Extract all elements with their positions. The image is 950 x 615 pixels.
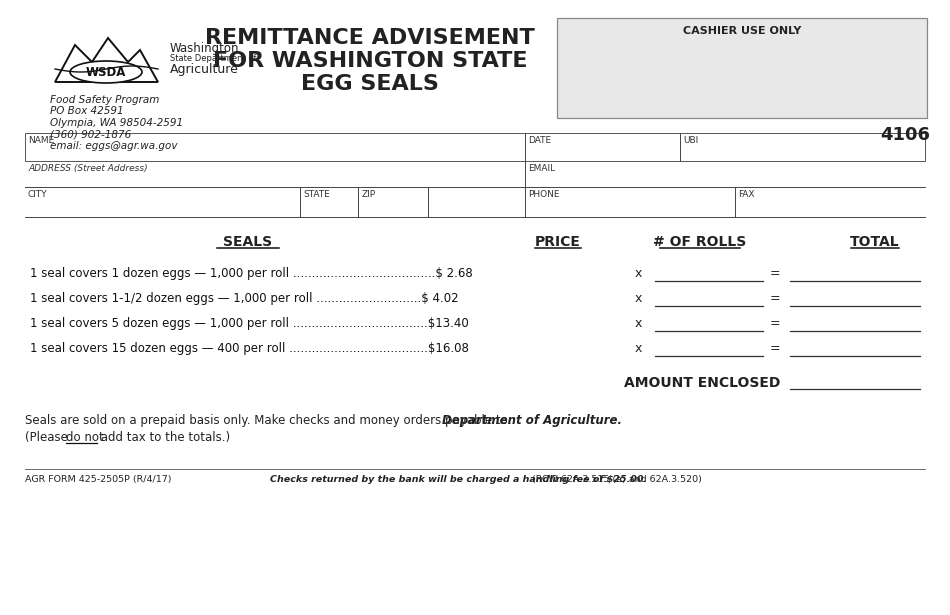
Text: EMAIL: EMAIL bbox=[528, 164, 555, 173]
Text: do not: do not bbox=[66, 431, 104, 444]
Text: 1 seal covers 1-1/2 dozen eggs — 1,000 per roll ............................$ 4.: 1 seal covers 1-1/2 dozen eggs — 1,000 p… bbox=[30, 292, 459, 305]
Text: Agriculture: Agriculture bbox=[170, 63, 238, 76]
Text: =: = bbox=[770, 292, 780, 305]
Text: Seals are sold on a prepaid basis only. Make checks and money orders payable to:: Seals are sold on a prepaid basis only. … bbox=[25, 414, 516, 427]
Text: ZIP: ZIP bbox=[362, 190, 376, 199]
Text: DATE: DATE bbox=[528, 136, 551, 145]
Text: FAX: FAX bbox=[738, 190, 754, 199]
Text: =: = bbox=[770, 317, 780, 330]
Text: CITY: CITY bbox=[28, 190, 48, 199]
Text: (RCW 62A.3.515 (a) and 62A.3.520): (RCW 62A.3.515 (a) and 62A.3.520) bbox=[529, 475, 702, 484]
Text: (Please: (Please bbox=[25, 431, 71, 444]
Text: TOTAL: TOTAL bbox=[850, 235, 900, 249]
Text: SEALS: SEALS bbox=[223, 235, 273, 249]
Text: WSDA: WSDA bbox=[86, 66, 126, 79]
Text: AMOUNT ENCLOSED: AMOUNT ENCLOSED bbox=[623, 376, 780, 390]
Text: REMITTANCE ADVISEMENT: REMITTANCE ADVISEMENT bbox=[205, 28, 535, 48]
Text: STATE: STATE bbox=[303, 190, 330, 199]
Text: Checks returned by the bank will be charged a handling fee of $25.00.: Checks returned by the bank will be char… bbox=[270, 475, 647, 484]
Text: x: x bbox=[635, 317, 641, 330]
Ellipse shape bbox=[70, 61, 142, 83]
Text: email: eggs@agr.wa.gov: email: eggs@agr.wa.gov bbox=[50, 141, 178, 151]
Text: =: = bbox=[770, 342, 780, 355]
Text: PRICE: PRICE bbox=[535, 235, 581, 249]
Text: AGR FORM 425-2505P (R/4/17): AGR FORM 425-2505P (R/4/17) bbox=[25, 475, 172, 484]
Text: Department of Agriculture.: Department of Agriculture. bbox=[442, 414, 622, 427]
Text: CASHIER USE ONLY: CASHIER USE ONLY bbox=[683, 26, 801, 36]
Bar bbox=[557, 18, 927, 118]
Text: 1 seal covers 5 dozen eggs — 1,000 per roll ....................................: 1 seal covers 5 dozen eggs — 1,000 per r… bbox=[30, 317, 468, 330]
Text: =: = bbox=[770, 267, 780, 280]
Text: NAME: NAME bbox=[28, 136, 54, 145]
Bar bbox=[25, 133, 925, 161]
Text: UBI: UBI bbox=[683, 136, 698, 145]
Text: Olympia, WA 98504-2591: Olympia, WA 98504-2591 bbox=[50, 118, 183, 128]
Text: Food Safety Program: Food Safety Program bbox=[50, 95, 160, 105]
Text: FOR WASHINGTON STATE: FOR WASHINGTON STATE bbox=[213, 51, 527, 71]
Text: ADDRESS (Street Address): ADDRESS (Street Address) bbox=[28, 164, 147, 173]
Text: Washington: Washington bbox=[170, 42, 239, 55]
Text: add tax to the totals.): add tax to the totals.) bbox=[97, 431, 230, 444]
Text: EGG SEALS: EGG SEALS bbox=[301, 74, 439, 94]
Text: 1 seal covers 1 dozen eggs — 1,000 per roll ....................................: 1 seal covers 1 dozen eggs — 1,000 per r… bbox=[30, 267, 473, 280]
Text: x: x bbox=[635, 292, 641, 305]
Text: PHONE: PHONE bbox=[528, 190, 560, 199]
Text: 4106: 4106 bbox=[880, 126, 930, 144]
Text: 1 seal covers 15 dozen eggs — 400 per roll .....................................: 1 seal covers 15 dozen eggs — 400 per ro… bbox=[30, 342, 469, 355]
Text: (360) 902-1876: (360) 902-1876 bbox=[50, 130, 131, 140]
Text: State Department of: State Department of bbox=[170, 54, 256, 63]
Text: x: x bbox=[635, 342, 641, 355]
Text: # OF ROLLS: # OF ROLLS bbox=[654, 235, 747, 249]
Text: x: x bbox=[635, 267, 641, 280]
Text: PO Box 42591: PO Box 42591 bbox=[50, 106, 124, 116]
